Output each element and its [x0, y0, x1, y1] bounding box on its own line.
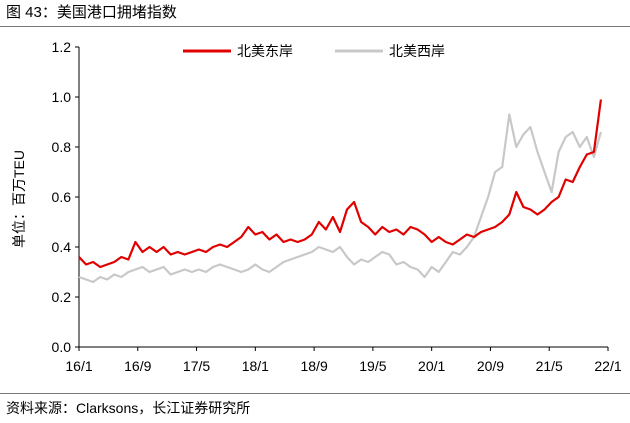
legend: 北美东岸 北美西岸 [183, 43, 445, 59]
y-tick-label: 0.2 [52, 289, 72, 305]
figure-title: 图 43：美国港口拥堵指数 [6, 4, 177, 21]
line-chart: 0.0 0.2 0.4 0.6 0.8 1.0 1.2 16/1 16/9 17/5 18/1 18/… [11, 39, 622, 374]
x-tick-label: 18/1 [242, 358, 269, 374]
axes: 0.0 0.2 0.4 0.6 0.8 1.0 1.2 16/1 16/9 17/5 18/1 18/… [52, 39, 622, 374]
y-tick-label: 0.0 [52, 339, 72, 355]
y-tick-label: 1.0 [52, 89, 72, 105]
bottom-rule [0, 393, 630, 394]
series-line [78, 99, 602, 269]
x-tick-label: 19/5 [359, 358, 386, 374]
top-rule [0, 26, 630, 27]
y-tick-label: 0.4 [52, 239, 72, 255]
y-axis-label: 单位：百万TEU [11, 150, 27, 248]
y-tick-label: 0.6 [52, 189, 72, 205]
source-note: 资料来源：Clarksons，长江证券研究所 [6, 400, 251, 416]
x-tick-label: 20/1 [418, 358, 445, 374]
legend-label: 北美西岸 [389, 43, 445, 59]
y-tick-label: 1.2 [52, 39, 72, 55]
series-layer [78, 99, 602, 284]
y-tick-label: 0.8 [52, 139, 72, 155]
x-tick-label: 22/1 [594, 358, 621, 374]
x-tick-label: 20/9 [477, 358, 504, 374]
x-tick-label: 16/9 [124, 358, 151, 374]
x-tick-label: 18/9 [300, 358, 327, 374]
series-line [78, 113, 602, 284]
x-tick-label: 17/5 [183, 358, 210, 374]
x-tick-label: 16/1 [65, 358, 92, 374]
legend-label: 北美东岸 [237, 43, 293, 59]
x-tick-label: 21/5 [536, 358, 563, 374]
